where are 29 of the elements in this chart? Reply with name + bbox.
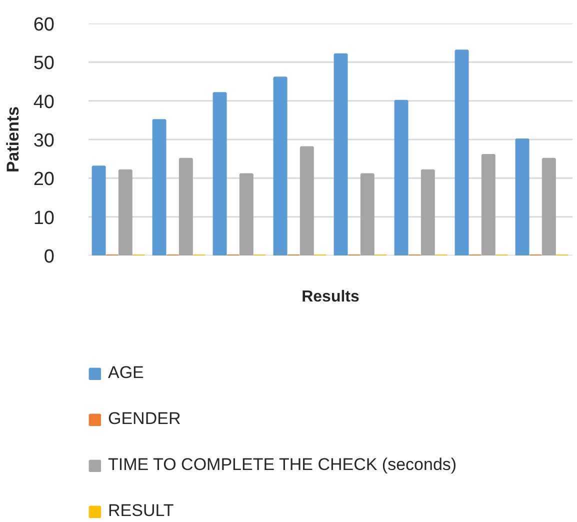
y-tick-label: 30	[33, 130, 55, 152]
bar	[334, 53, 348, 256]
y-tick-label: 10	[33, 208, 55, 229]
legend-label: AGE	[108, 363, 144, 383]
bar	[92, 166, 106, 256]
y-tick-label: 50	[33, 53, 55, 74]
legend-label: RESULT	[108, 501, 174, 521]
bar	[273, 76, 288, 256]
bar	[178, 158, 193, 256]
y-tick-label: 60	[33, 14, 55, 36]
bar	[454, 50, 469, 256]
bar	[152, 119, 166, 256]
y-tick-label: 0	[44, 246, 55, 268]
y-tick-label: 20	[33, 169, 55, 190]
bar	[118, 169, 132, 256]
x-axis-title: Results	[302, 288, 360, 306]
bar	[360, 173, 374, 256]
bar	[394, 100, 408, 256]
bar	[481, 154, 496, 256]
legend-label: GENDER	[108, 409, 181, 429]
bar	[239, 173, 254, 256]
legend-label: TIME TO COMPLETE THE CHECK (seconds)	[108, 455, 457, 475]
y-axis-title: Patients	[3, 106, 22, 173]
bar	[542, 158, 556, 256]
bar	[300, 146, 314, 256]
bar	[420, 169, 435, 256]
y-tick-label: 40	[33, 92, 55, 113]
bar	[515, 138, 530, 256]
bar	[212, 92, 227, 256]
